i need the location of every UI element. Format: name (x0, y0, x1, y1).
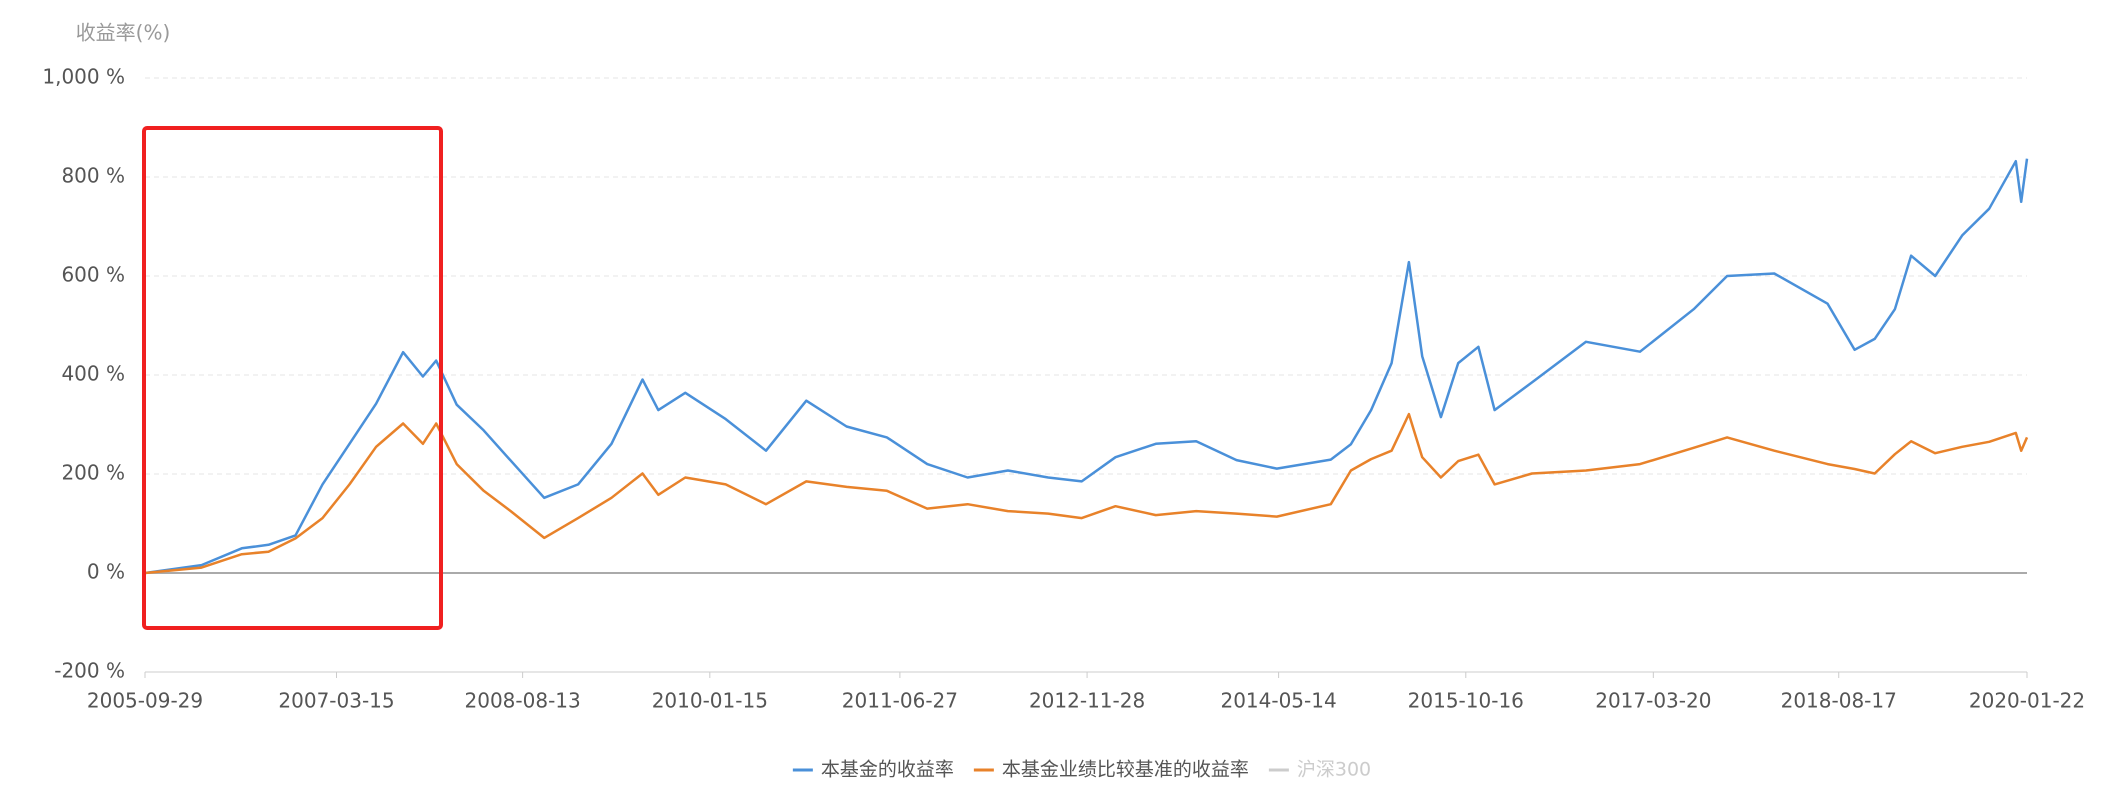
y-tick-label: 800 % (61, 164, 125, 188)
y-tick-label: 1,000 % (42, 65, 125, 89)
x-tick-label: 2011-06-27 (842, 689, 958, 713)
grid: -200 % 0 % 200 % 400 % 600 % 800 % 1,000 % 2005… (42, 65, 2085, 713)
x-tick-label: 2012-11-28 (1029, 689, 1145, 713)
x-tick-label: 2015-10-16 (1408, 689, 1524, 713)
legend-label: 本基金业绩比较基准的收益率 (1002, 759, 1249, 781)
y-tick-label: -200 % (54, 659, 125, 683)
y-tick-label: 0 % (87, 560, 125, 584)
x-tick-label: 2014-05-14 (1220, 689, 1336, 713)
x-tick-label: 2010-01-15 (652, 689, 768, 713)
series-line (144, 158, 2029, 575)
legend-label: 本基金的收益率 (821, 759, 954, 781)
x-tick-label: 2007-03-15 (278, 689, 394, 713)
x-tick-label: 2018-08-17 (1781, 689, 1897, 713)
highlight-box (142, 126, 443, 630)
x-tick-label: 2005-09-29 (87, 689, 203, 713)
series-line (144, 412, 2029, 575)
y-tick-label: 400 % (61, 362, 125, 386)
legend: 本基金的收益率 本基金业绩比较基准的收益率 沪深300 (792, 759, 1371, 781)
y-tick-label: 600 % (61, 263, 125, 287)
x-tick-label: 2008-08-13 (465, 689, 581, 713)
x-tick-label: 2017-03-20 (1595, 689, 1711, 713)
y-axis-title: 收益率(%) (76, 21, 171, 45)
legend-label: 沪深300 (1297, 759, 1371, 781)
lines (144, 158, 2029, 575)
y-tick-label: 200 % (61, 461, 125, 485)
x-tick-label: 2020-01-22 (1969, 689, 2085, 713)
